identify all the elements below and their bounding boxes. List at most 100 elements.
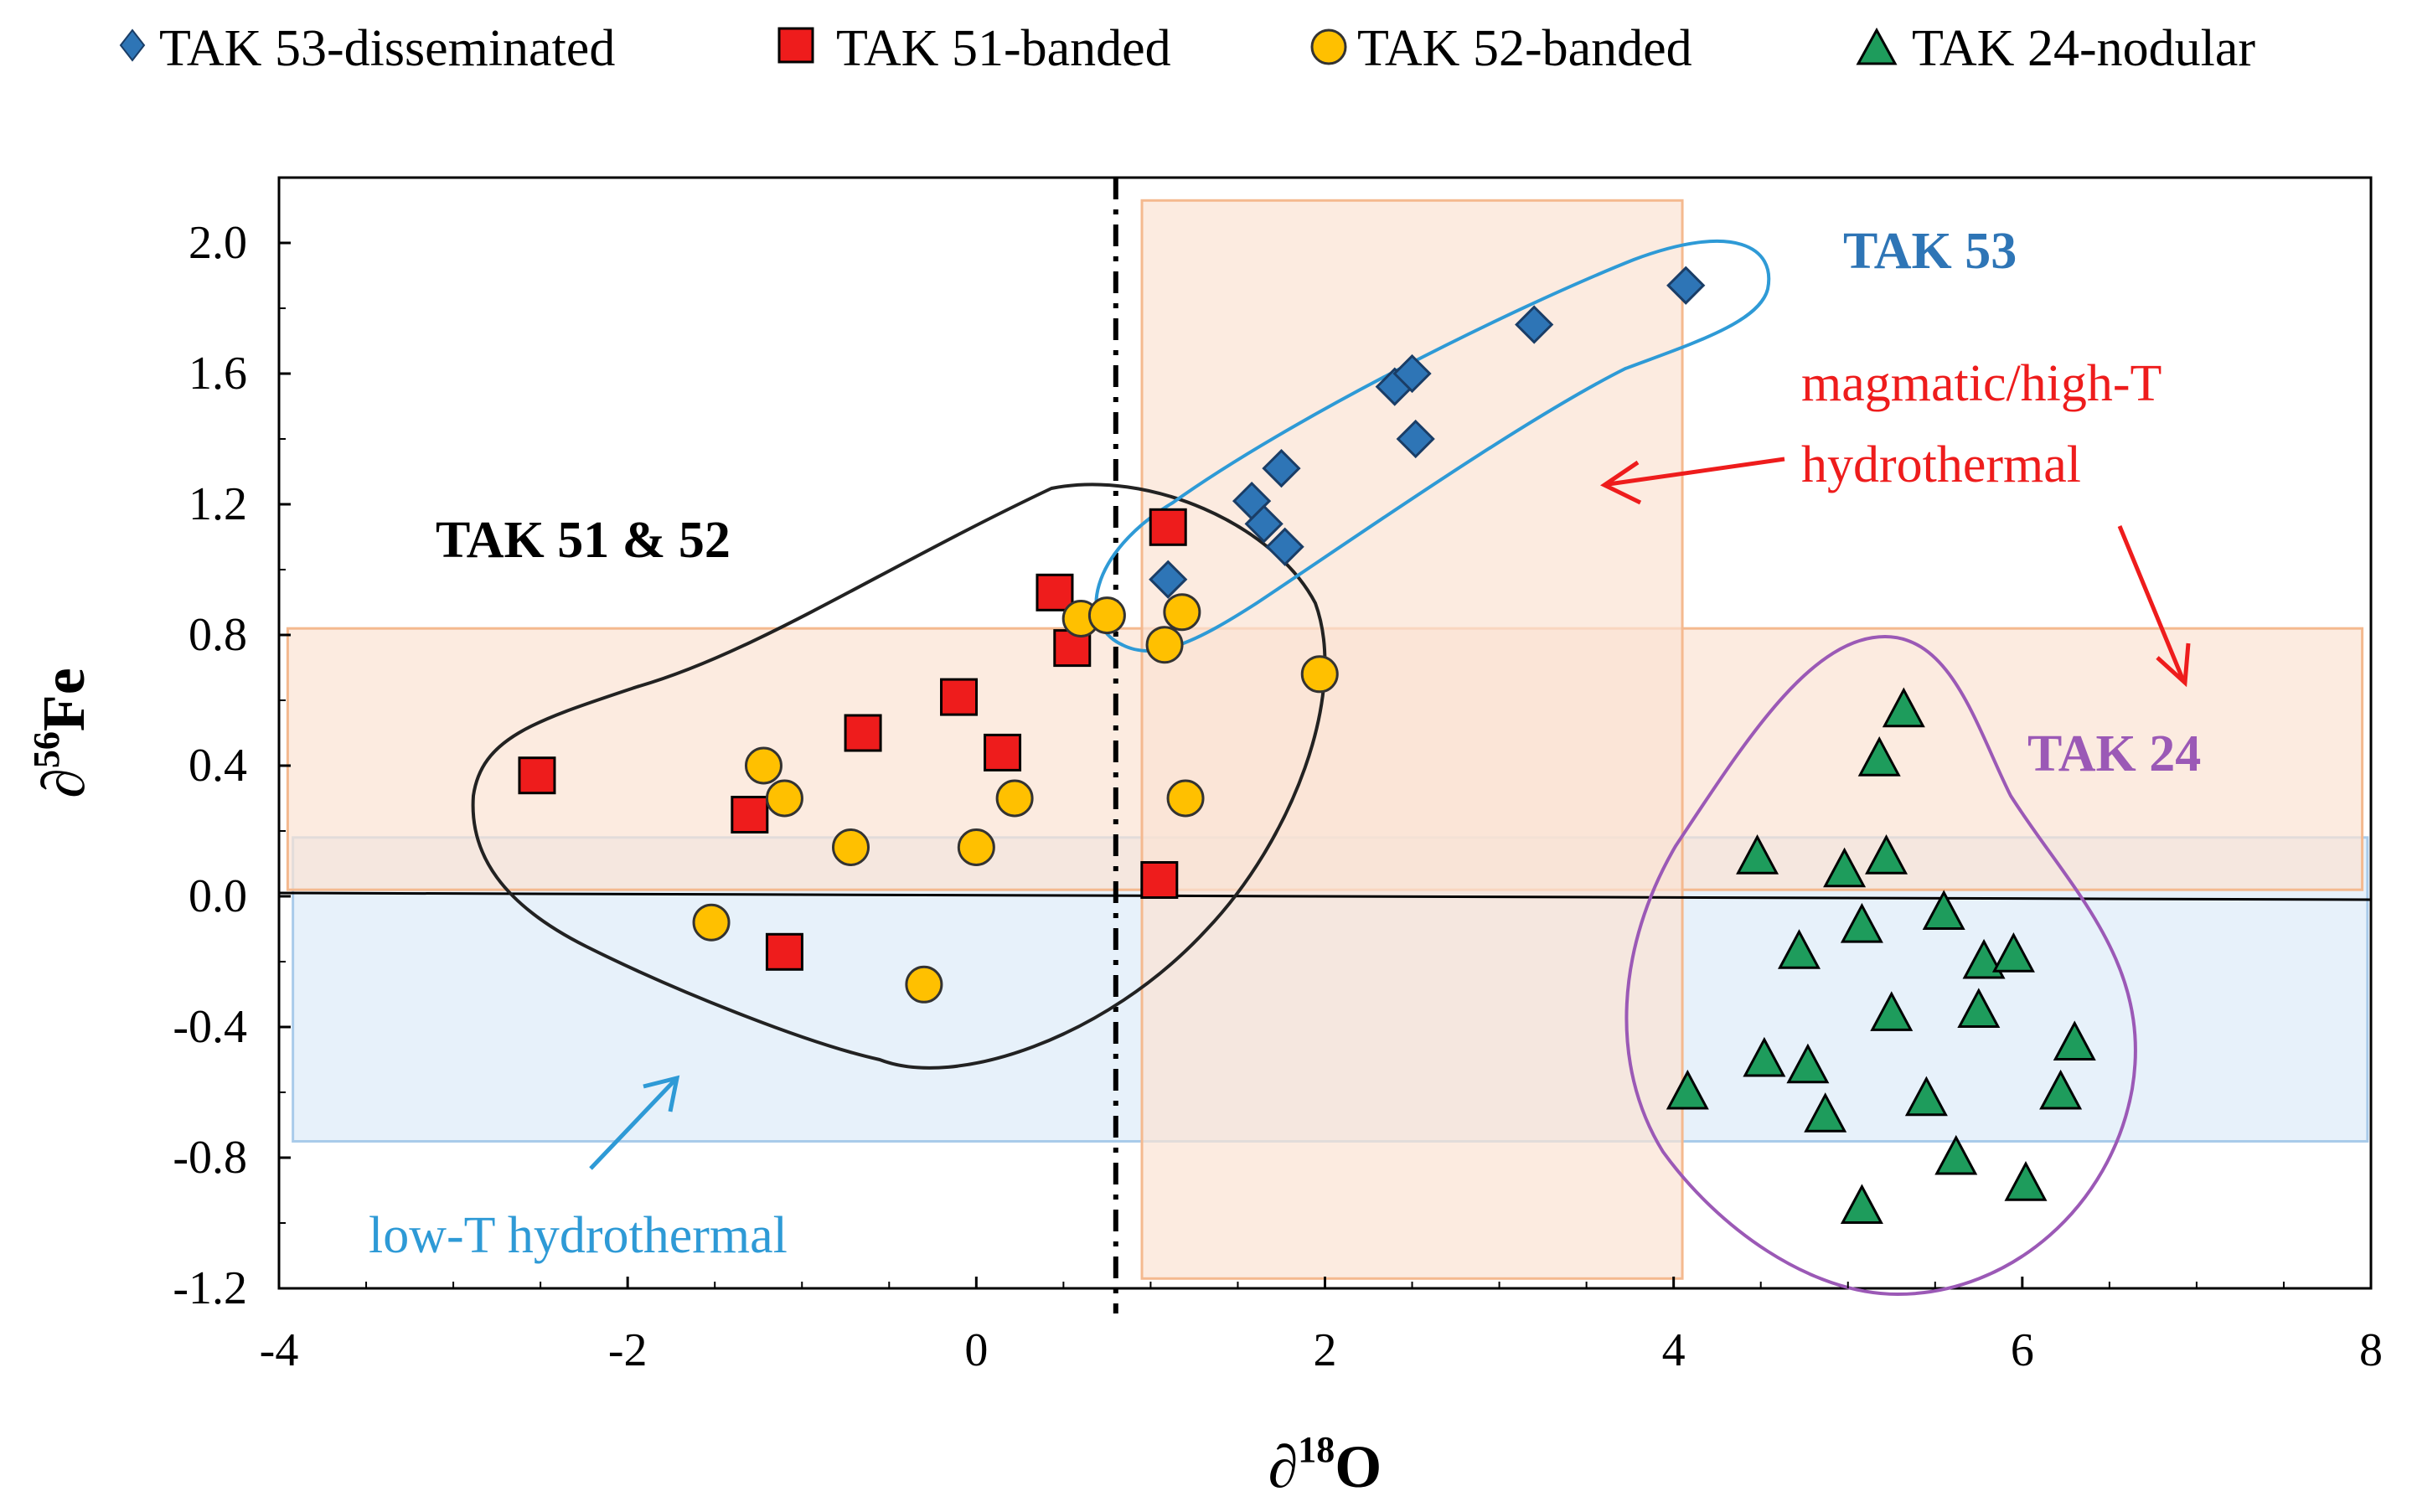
legend-marker-triangle: [1856, 27, 1898, 65]
legend-item-tak53: TAK 53-disseminated: [119, 20, 615, 77]
y-tick-label: 1.6: [189, 348, 247, 400]
point-tak-24-nodular: [1804, 1092, 1847, 1133]
point-tak-24-nodular: [1840, 1184, 1883, 1224]
x-tick-label: 6: [2011, 1324, 2034, 1376]
x-axis-title-base: ∂: [1268, 1433, 1299, 1500]
point-tak-24-nodular: [1870, 991, 1914, 1031]
point-tak-53-disseminated: [1262, 448, 1301, 488]
point-tak-51-banded: [984, 733, 1022, 771]
annotation-tak51-52: TAK 51 & 52: [436, 512, 731, 569]
point-tak-51-banded: [1036, 573, 1074, 612]
y-axis-title: ∂56Fe: [26, 668, 97, 798]
point-tak-52-banded: [957, 828, 995, 866]
point-tak-53-disseminated: [1392, 353, 1432, 394]
tak24-outline: [1624, 634, 2137, 1297]
legend-label-tak52: TAK 52-banded: [1357, 20, 1692, 77]
x-axis-title-sup: 18: [1298, 1429, 1335, 1470]
point-tak-24-nodular: [2004, 1161, 2048, 1201]
point-tak-53-disseminated: [1244, 504, 1283, 544]
x-tick-label: -2: [608, 1324, 648, 1376]
y-axis: -1.2 -0.8 -0.4 0.0 0.4 0.8 1.2 1.6 2.0: [173, 177, 291, 1314]
x-tick-label: 4: [1662, 1324, 1686, 1376]
y-axis-title-base: ∂: [30, 768, 97, 798]
point-tak-51-banded: [844, 714, 882, 752]
point-tak-51-banded: [1140, 861, 1179, 899]
x-axis-title-rest: O: [1335, 1433, 1382, 1500]
point-tak-24-nodular: [1904, 1076, 1948, 1117]
point-tak-51-banded: [940, 678, 979, 716]
point-tak-53-disseminated: [1666, 266, 1706, 305]
point-tak-53-disseminated: [1396, 419, 1435, 459]
point-tak-24-nodular: [2053, 1020, 2096, 1060]
point-tak-24-nodular: [1666, 1069, 1709, 1110]
point-tak-24-nodular: [1777, 929, 1821, 969]
annotation-low-t-hydrothermal: low-T hydrothermal: [369, 1207, 788, 1264]
point-tak-52-banded: [744, 746, 782, 785]
legend-label-tak53: TAK 53-disseminated: [159, 20, 615, 77]
arrow-to-low-t-region-icon: [589, 1075, 680, 1170]
point-tak-24-nodular: [1957, 988, 2001, 1028]
point-tak-51-banded: [731, 796, 769, 833]
arrow-to-high-t-band-icon: [2117, 525, 2191, 688]
annotation-tak24: TAK 24: [2027, 725, 2201, 782]
legend-label-tak51: TAK 51-banded: [836, 20, 1171, 77]
point-tak-52-banded: [1163, 593, 1201, 632]
point-tak-24-nodular: [1840, 902, 1883, 943]
legend-item-tak51: TAK 51-banded: [777, 20, 1171, 77]
point-tak-24-nodular: [1922, 890, 1965, 930]
point-tak-51-banded: [518, 756, 556, 795]
y-axis-title-sup: 56: [26, 731, 67, 768]
annotation-tak53: TAK 53: [1843, 223, 2017, 280]
point-tak-24-nodular: [1962, 938, 2006, 979]
point-tak-51-banded: [1149, 508, 1187, 546]
point-tak-24-nodular: [1865, 834, 1908, 875]
data-points: [518, 266, 2096, 1224]
x-tick-label: -4: [260, 1324, 299, 1376]
legend-label-tak24: TAK 24-nodular: [1912, 20, 2255, 77]
x-tick-label: 2: [1314, 1324, 1337, 1376]
x-axis: -4 -2 0 2 4 6 8: [260, 1277, 2383, 1376]
point-tak-52-banded: [1087, 596, 1126, 635]
legend-item-tak52: TAK 52-banded: [1310, 20, 1692, 77]
legend-marker-circle: [1310, 28, 1347, 65]
y-tick-label: 0.0: [189, 870, 247, 922]
point-tak-52-banded: [1145, 626, 1184, 664]
legend: TAK 53-disseminated TAK 51-banded TAK 52…: [119, 20, 2255, 77]
point-tak-24-nodular: [1823, 847, 1867, 888]
x-tick-label: 0: [964, 1324, 988, 1376]
x-axis-title: ∂18O: [1268, 1429, 1382, 1500]
y-tick-label: 0.8: [189, 609, 247, 661]
point-tak-51-banded: [765, 932, 803, 971]
point-tak-52-banded: [832, 828, 870, 866]
y-axis-title-rest: Fe: [30, 668, 97, 731]
zero-reference-line: [278, 891, 2372, 901]
point-tak-24-nodular: [1882, 687, 1925, 728]
point-tak-24-nodular: [1991, 932, 2035, 973]
arrow-to-high-t-region-icon: [1600, 457, 1785, 505]
point-tak-52-banded: [1166, 779, 1205, 818]
point-tak-52-banded: [905, 965, 943, 1004]
point-tak-53-disseminated: [1149, 560, 1188, 599]
tak53-outline: [1094, 240, 1771, 653]
point-tak-24-nodular: [1736, 834, 1779, 875]
tak51-52-outline: [471, 482, 1327, 1070]
annotations: TAK 53 TAK 51 & 52 magmatic/high-T hydro…: [369, 223, 2201, 1264]
legend-marker-diamond: [119, 28, 146, 62]
y-tick-label: -1.2: [173, 1262, 247, 1314]
y-tick-label: -0.4: [173, 1001, 247, 1053]
point-tak-24-nodular: [1743, 1036, 1786, 1077]
point-tak-52-banded: [1300, 655, 1339, 694]
point-tak-53-disseminated: [1265, 527, 1304, 566]
point-tak-52-banded: [765, 779, 803, 818]
point-tak-53-disseminated: [1515, 305, 1554, 344]
annotation-magmatic-high-t: magmatic/high-T: [1801, 355, 2162, 412]
y-tick-label: -0.8: [173, 1132, 247, 1184]
group-outlines: [471, 240, 2137, 1297]
legend-item-tak24: TAK 24-nodular: [1856, 20, 2255, 77]
point-tak-52-banded: [995, 779, 1034, 818]
point-tak-24-nodular: [2039, 1069, 2083, 1110]
point-tak-24-nodular: [1786, 1043, 1830, 1084]
y-tick-label: 2.0: [189, 217, 247, 269]
point-tak-52-banded: [692, 903, 731, 942]
